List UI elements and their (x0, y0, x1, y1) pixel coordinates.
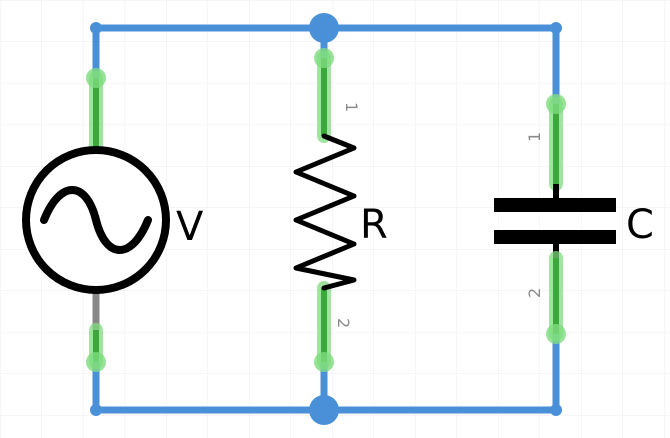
capacitor-pin-2-number: 2 (525, 288, 544, 298)
capacitor[interactable]: 1 2 C (494, 94, 654, 344)
capacitor-pin-1-end[interactable] (546, 94, 566, 114)
resistor-pin-1-end[interactable] (314, 48, 334, 68)
source-pin-top-end[interactable] (86, 68, 106, 88)
source-pin-bottom-end[interactable] (86, 352, 106, 372)
sine-wave-icon (40, 186, 152, 254)
corner-node-bottom-left[interactable] (90, 404, 102, 416)
resistor[interactable]: 1 2 R (293, 48, 388, 372)
junction-node-top[interactable] (309, 13, 339, 43)
capacitor-pin-2-end[interactable] (546, 324, 566, 344)
nodes (90, 13, 562, 425)
junction-node-bottom[interactable] (309, 395, 339, 425)
capacitor-plate-top (494, 198, 616, 212)
capacitor-pin-1-number: 1 (525, 132, 544, 142)
resistor-pin-2-number: 2 (334, 318, 353, 328)
resistor-label: R (360, 202, 388, 248)
resistor-pin-2-end[interactable] (314, 352, 334, 372)
resistor-zigzag-icon (293, 133, 357, 291)
capacitor-label: C (626, 202, 654, 248)
corner-node-bottom-right[interactable] (550, 404, 562, 416)
ac-voltage-source[interactable]: V (22, 68, 204, 372)
capacitor-plate-bottom (494, 230, 616, 244)
corner-node-top-right[interactable] (550, 22, 562, 34)
corner-node-top-left[interactable] (90, 22, 102, 34)
capacitor-plates-icon (494, 198, 616, 244)
resistor-pin-1-number: 1 (342, 102, 361, 112)
source-label: V (176, 204, 204, 250)
